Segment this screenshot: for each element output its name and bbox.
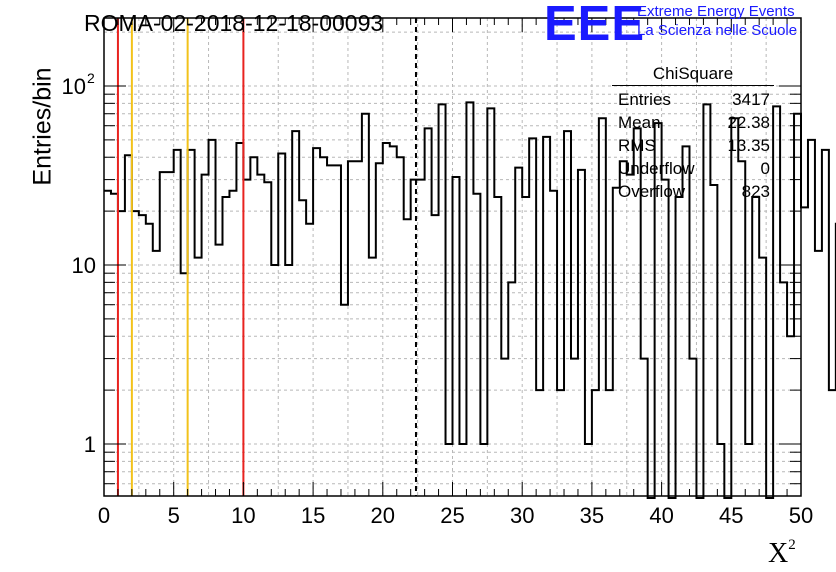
x-tick-label: 30: [510, 503, 534, 528]
x-tick-label: 25: [440, 503, 464, 528]
x-tick-label: 10: [231, 503, 255, 528]
stats-title: ChiSquare: [612, 64, 774, 86]
x-tick-label: 20: [371, 503, 395, 528]
chart-title: ROMA-02-2018-12-18-00093: [84, 10, 384, 36]
stats-value: 22.38: [727, 113, 770, 132]
stats-label: Entries: [618, 90, 671, 109]
y-tick-label-exponent: 2: [87, 70, 95, 86]
logo-line-1: Extreme Energy Events: [637, 3, 795, 20]
logo-line-2: La Scienza nelle Scuole: [637, 22, 798, 39]
x-tick-label: 35: [580, 503, 604, 528]
y-tick-label: 10: [72, 253, 96, 278]
eee-logo: EEE: [544, 0, 646, 51]
stats-row: Entries 3417: [612, 88, 780, 111]
stats-label: Mean: [618, 113, 661, 132]
x-axis-title-superscript: 2: [788, 536, 796, 553]
stats-row: Underflow 0: [612, 157, 780, 180]
stats-row: Overflow 823: [612, 180, 780, 203]
x-tick-label: 5: [168, 503, 180, 528]
x-tick-label: 15: [301, 503, 325, 528]
stats-row: Mean 22.38: [612, 111, 780, 134]
x-axis-title: X2: [768, 536, 796, 570]
stats-value: 13.35: [727, 136, 770, 155]
x-tick-label: 45: [719, 503, 743, 528]
y-axis-title: Entries/bin: [28, 67, 57, 186]
stats-value: 3417: [732, 90, 770, 109]
x-tick-label: 40: [649, 503, 673, 528]
stats-label: RMS: [618, 136, 656, 155]
y-tick-label: 1: [84, 432, 96, 457]
stats-label: Underflow: [618, 159, 695, 178]
x-tick-label: 0: [98, 503, 110, 528]
x-tick-label: 50: [789, 503, 813, 528]
stats-value: 0: [760, 159, 770, 178]
histogram-outline: [104, 101, 836, 499]
stats-label: Overflow: [618, 182, 686, 201]
stats-row: RMS 13.35: [612, 134, 780, 157]
stats-value: 823: [741, 182, 770, 201]
stats-box: ChiSquare Entries 3417 Mean 22.38 RMS 13.35…: [612, 64, 780, 203]
y-tick-label: 10: [62, 74, 86, 99]
x-axis-title-base: X: [768, 538, 789, 569]
